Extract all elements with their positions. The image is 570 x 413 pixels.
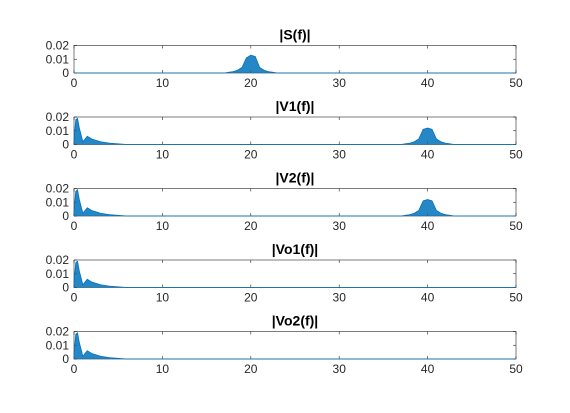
y-tick-label: 0.02 (46, 182, 70, 196)
x-tick-label: 50 (509, 148, 523, 162)
x-tick-label: 20 (244, 76, 258, 90)
x-tick-label: 30 (333, 362, 347, 376)
x-tick-label: 10 (156, 76, 170, 90)
x-tick-label: 40 (421, 219, 435, 233)
y-tick-label: 0 (62, 281, 69, 295)
subplot-1: |S(f)| 0 10 20 30 40 50 00.010.02 (46, 27, 523, 91)
subplot-title: |Vo1(f)| (272, 241, 318, 257)
plot-area (73, 331, 517, 360)
plot-area (73, 259, 517, 288)
y-tick-label: 0.01 (46, 267, 70, 281)
x-tick-label: 20 (244, 219, 258, 233)
x-tick-label: 0 (71, 219, 78, 233)
subplot-title: |S(f)| (279, 27, 310, 43)
x-tick-label: 50 (509, 219, 523, 233)
x-tick-label: 20 (244, 362, 258, 376)
plot-area (73, 45, 517, 74)
plot-area (73, 116, 517, 145)
y-tick-label: 0 (62, 209, 69, 223)
x-tick-label: 50 (509, 291, 523, 305)
subplot-3: |V2(f)| 0 10 20 30 40 50 00.010.02 (46, 170, 523, 234)
y-tick-label: 0.02 (46, 110, 70, 124)
y-tick-label: 0.02 (46, 253, 70, 267)
x-tick-label: 40 (421, 362, 435, 376)
series-line (73, 189, 516, 217)
x-tick-label: 40 (421, 148, 435, 162)
spectrum-fill (74, 189, 516, 216)
plot-area (73, 188, 517, 217)
x-tick-label: 30 (333, 148, 347, 162)
y-tick-label: 0 (62, 352, 69, 366)
y-tick-label: 0.01 (46, 124, 70, 138)
series-line (73, 117, 516, 145)
subplot-4: |Vo1(f)| 0 10 20 30 40 50 00.010.02 (46, 241, 523, 305)
x-tick-label: 20 (244, 291, 258, 305)
spectrum-fill (74, 118, 516, 145)
x-tick-label: 10 (156, 219, 170, 233)
y-tick-label: 0.02 (46, 39, 70, 53)
y-tick-label: 0.01 (46, 52, 70, 66)
x-tick-label: 20 (244, 148, 258, 162)
y-tick-label: 0.02 (46, 325, 70, 339)
x-tick-label: 0 (71, 362, 78, 376)
x-tick-label: 0 (71, 148, 78, 162)
x-tick-label: 0 (71, 291, 78, 305)
x-tick-label: 30 (333, 76, 347, 90)
subplot-title: |Vo2(f)| (272, 313, 318, 329)
y-tick-label: 0 (62, 66, 69, 80)
x-tick-label: 30 (333, 219, 347, 233)
subplot-5: |Vo2(f)| 0 10 20 30 40 50 00.010.02 (46, 313, 523, 377)
x-tick-label: 50 (509, 362, 523, 376)
y-tick-label: 0 (62, 138, 69, 152)
x-tick-label: 40 (421, 291, 435, 305)
x-tick-label: 10 (156, 148, 170, 162)
x-tick-label: 10 (156, 362, 170, 376)
subplot-title: |V1(f)| (276, 98, 315, 114)
x-tick-label: 40 (421, 76, 435, 90)
y-tick-label: 0.01 (46, 195, 70, 209)
x-tick-label: 50 (509, 76, 523, 90)
x-tick-label: 30 (333, 291, 347, 305)
subplot-2: |V1(f)| 0 10 20 30 40 50 00.010.02 (46, 98, 523, 162)
y-tick-label: 0.01 (46, 338, 70, 352)
x-tick-label: 0 (71, 76, 78, 90)
x-tick-label: 10 (156, 291, 170, 305)
subplot-title: |V2(f)| (276, 170, 315, 186)
